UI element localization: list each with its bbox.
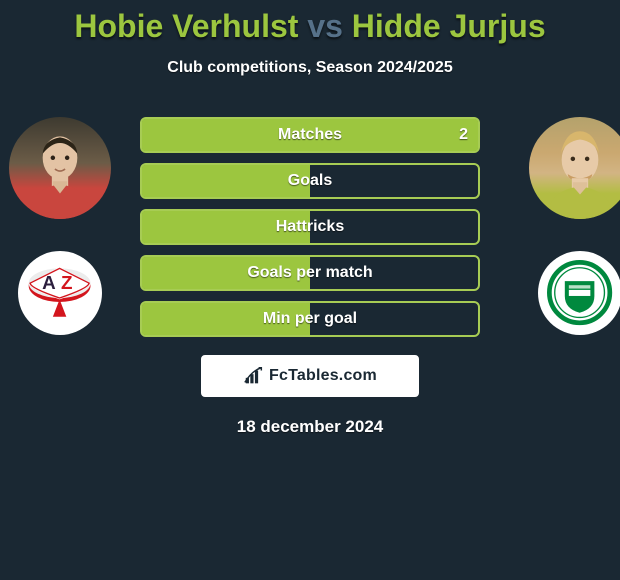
subtitle: Club competitions, Season 2024/2025 (0, 59, 620, 77)
player-avatar-right (529, 117, 620, 219)
player1-name: Hobie Verhulst (74, 8, 298, 44)
title: Hobie Verhulst vs Hidde Jurjus (0, 8, 620, 45)
club-logo-left: A Z (18, 251, 102, 335)
footer-date: 18 december 2024 (0, 417, 620, 437)
player-avatar-left (9, 117, 111, 219)
bar-chart-icon (243, 365, 265, 387)
main-area: A Z Matches 2 Goals (0, 117, 620, 437)
stat-bar-goals: Goals (140, 163, 480, 199)
bar-label: Hattricks (142, 211, 478, 243)
avatar-right-icon (529, 117, 620, 219)
brand-box[interactable]: FcTables.com (201, 355, 419, 397)
stat-bar-gpm: Goals per match (140, 255, 480, 291)
avatar-left-icon (9, 117, 111, 219)
bar-label: Min per goal (142, 303, 478, 335)
bar-label: Goals per match (142, 257, 478, 289)
stat-bar-mpg: Min per goal (140, 301, 480, 337)
stat-bar-hattricks: Hattricks (140, 209, 480, 245)
stat-bars: Matches 2 Goals Hattricks Goals per matc… (140, 117, 480, 337)
bar-label: Goals (142, 165, 478, 197)
svg-text:A: A (43, 273, 57, 294)
brand-text: FcTables.com (269, 367, 377, 385)
svg-text:Z: Z (61, 273, 72, 294)
player2-name: Hidde Jurjus (352, 8, 546, 44)
vs-label: vs (307, 8, 343, 44)
stat-bar-matches: Matches 2 (140, 117, 480, 153)
az-logo-icon: A Z (26, 259, 93, 326)
groningen-logo-icon (546, 259, 613, 326)
bar-label: Matches (142, 119, 478, 151)
comparison-card: Hobie Verhulst vs Hidde Jurjus Club comp… (0, 0, 620, 580)
bar-right-value: 2 (459, 119, 468, 151)
club-logo-right (538, 251, 620, 335)
